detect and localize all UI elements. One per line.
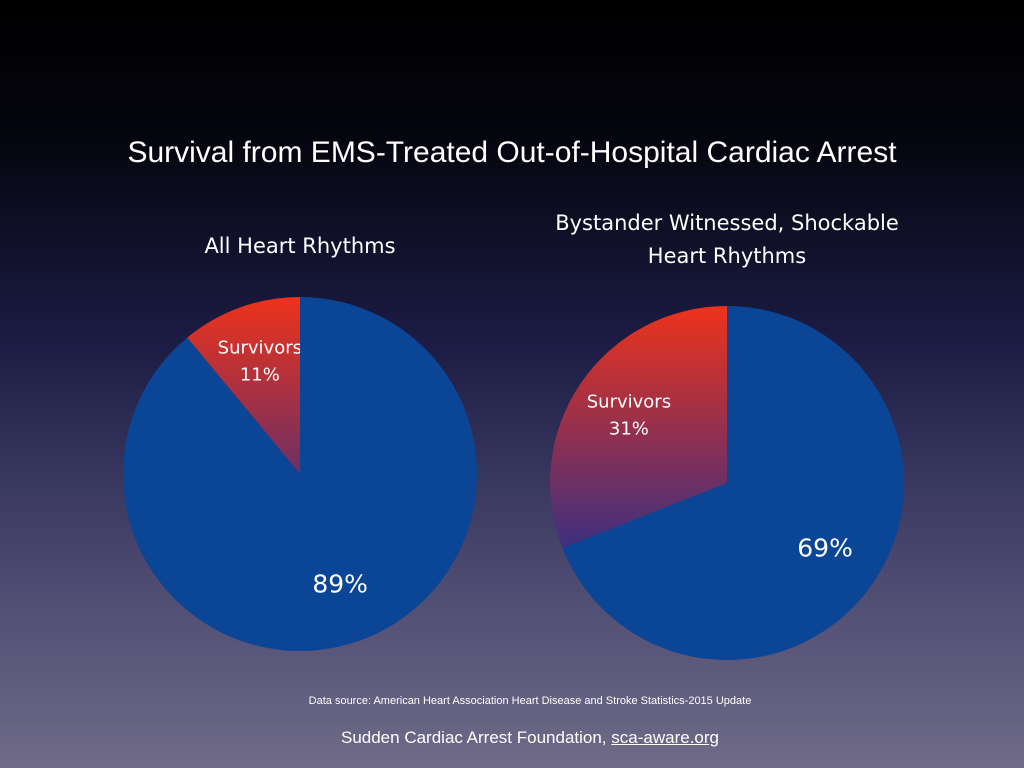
slide-title: Survival from EMS-Treated Out-of-Hospita… [127, 136, 897, 169]
pie-slice [562, 306, 904, 660]
chart-title: All Heart Rhythms [204, 234, 396, 258]
credit: Sudden Cardiac Arrest Foundation, sca-aw… [0, 728, 1024, 748]
pie-slice [123, 297, 478, 651]
slice-category: Survivors [587, 391, 671, 412]
link[interactable]: sca-aware.org [611, 728, 719, 747]
pie-slice [550, 306, 727, 549]
slice-value-label: 89% [312, 570, 368, 599]
slice-value-label: 69% [797, 534, 853, 563]
slice-value-label: 11% [240, 364, 280, 385]
credit-text: Sudden Cardiac Arrest Foundation, [340, 728, 607, 747]
pie-slice [187, 297, 300, 474]
slice-value-label: 31% [609, 418, 649, 439]
slice-category: Survivors [218, 337, 302, 358]
data-source: Data source: American Heart Association … [308, 695, 752, 707]
chart-title: Bystander Witnessed, Shockable Heart Rhy… [555, 211, 899, 268]
